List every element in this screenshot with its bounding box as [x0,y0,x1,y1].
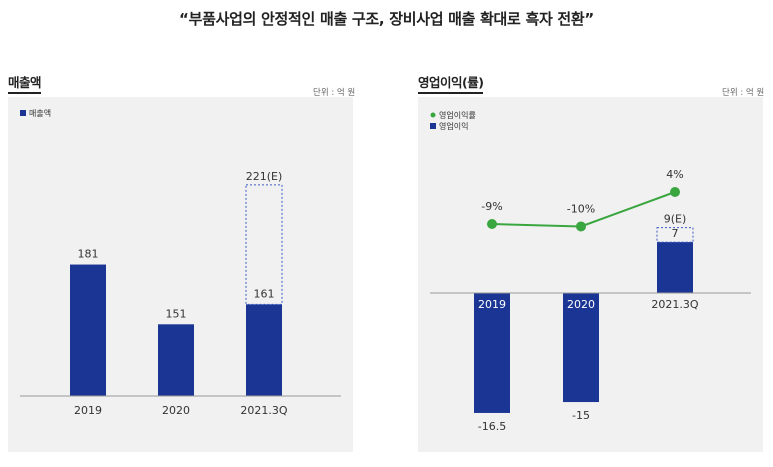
revenue-chart-panel: 매출액 181 2019 151 2020 161 2021.3Q 221(E) [8,97,353,452]
x-tick-2020: 2020 [567,298,595,311]
bar-2020 [158,324,194,396]
data-label-2021.3Q: 7 [672,227,679,240]
margin-label-2020: -10% [567,202,595,215]
profit-chart-panel: 영업이익률 영업이익 2019 -16.5 2020 -15 7 2021.3Q 9(E) -9%… [418,97,763,452]
bar-2019 [70,264,106,396]
data-label-2019: -16.5 [478,420,506,433]
margin-label-2021.3Q: 4% [666,168,683,181]
margin-point-2021.3Q [670,187,680,198]
data-label-2020: 151 [166,307,187,320]
bar-2020 [563,293,599,403]
legend-label-profit: 영업이익 [439,121,468,131]
legend-marker-margin [430,112,436,118]
legend-label-margin: 영업이익률 [439,110,476,120]
data-label-2019: 181 [78,248,99,261]
bar-2021.3Q [246,304,282,396]
x-tick-2021.3Q: 2021.3Q [240,404,287,417]
profit-unit-label: 단위 : 억 원 [722,88,765,98]
legend-swatch-profit [430,123,436,129]
revenue-chart: 매출액 181 2019 151 2020 161 2021.3Q 221(E) [20,108,341,417]
estimate-bar-outline [656,227,694,243]
profit-chart-title: 영업이익(률) [418,72,484,94]
x-tick-2021.3Q: 2021.3Q [651,298,698,311]
x-tick-2019: 2019 [74,404,102,417]
x-tick-2019: 2019 [478,298,506,311]
revenue-unit-label: 단위 : 억 원 [313,88,356,98]
legend-label-revenue: 매출액 [29,108,51,118]
estimate-label: 221(E) [246,170,283,183]
x-tick-2020: 2020 [162,404,190,417]
margin-label-2019: -9% [481,200,502,213]
margin-point-2019 [487,219,497,229]
estimate-bar-outline [245,184,283,305]
bar-2019 [474,293,510,413]
bar-2021.3Q [657,242,693,293]
margin-point-2020 [576,221,586,232]
estimate-label: 9(E) [664,213,687,226]
revenue-chart-title: 매출액 [8,72,42,94]
headline: “부품사업의 안정적인 매출 구조, 장비사업 매출 확대로 흑자 전환” [179,10,594,28]
data-label-2020: -15 [572,409,590,422]
legend-swatch-revenue [20,110,26,116]
data-label-2021.3Q: 161 [254,287,275,300]
